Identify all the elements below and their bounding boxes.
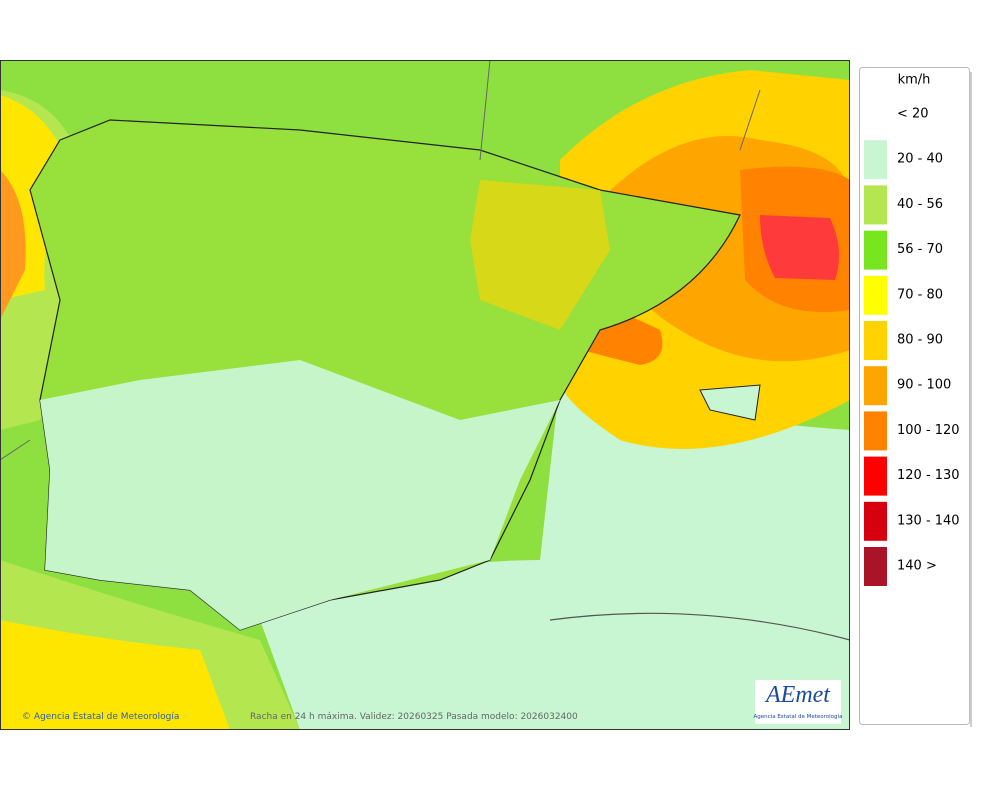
legend-swatch [864, 230, 887, 270]
legend-swatch [864, 95, 887, 134]
legend-swatch [864, 275, 887, 315]
legend-label: 120 - 130 [897, 468, 960, 483]
logo-name: AEmet [764, 682, 831, 708]
logo-subtitle: Agencia Estatal de Meteorología [754, 713, 843, 720]
legend-label: 140 > [897, 559, 937, 574]
legend-swatch [864, 456, 887, 496]
legend-swatch [864, 321, 887, 360]
wind-field [0, 60, 850, 730]
legend: < 20 20 - 40 40 - 56 56 - 70 70 - 80 80 - 90 9… [864, 95, 960, 586]
legend-swatch [864, 547, 887, 586]
legend-swatch [864, 366, 887, 406]
legend-unit: km/h [898, 73, 931, 88]
legend-label: 80 - 90 [897, 333, 943, 348]
legend-label: 130 - 140 [897, 513, 960, 528]
map-caption: Racha en 24 h máxima. Validez: 20260325 … [250, 712, 578, 722]
legend-swatch [864, 501, 887, 541]
legend-label: 40 - 56 [897, 197, 943, 212]
legend-label: 90 - 100 [897, 378, 951, 393]
map-frame [0, 60, 850, 730]
legend-label: 70 - 80 [897, 287, 943, 302]
logo-box [755, 680, 841, 724]
credit: © Agencia Estatal de Meteorología [22, 712, 179, 722]
legend-swatch [864, 411, 887, 451]
legend-label: 56 - 70 [897, 242, 943, 257]
legend-label: 20 - 40 [897, 152, 943, 167]
legend-swatch [864, 185, 887, 225]
legend-label: < 20 [897, 107, 929, 122]
legend-swatch [864, 140, 887, 180]
legend-label: 100 - 120 [897, 423, 960, 438]
